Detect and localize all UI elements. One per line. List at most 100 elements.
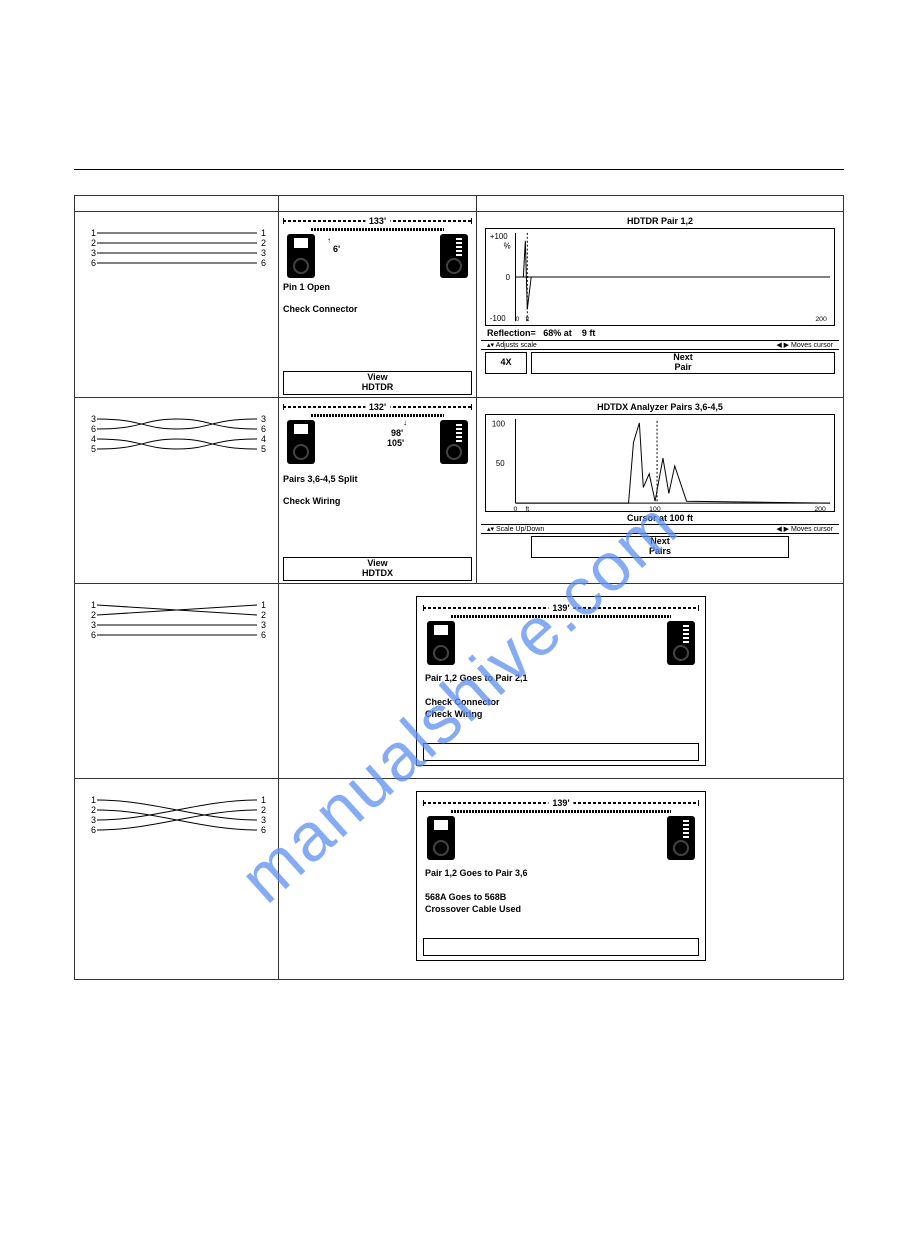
svg-text:100: 100 (492, 420, 506, 429)
distance-label: 133' (365, 216, 390, 226)
wire-diagram: 11 22 33 66 (75, 779, 279, 979)
pin-label: 1 (91, 228, 96, 238)
action-message: Check Wiring (283, 496, 340, 506)
svg-text:200: 200 (814, 506, 826, 511)
svg-text:%: % (504, 242, 511, 251)
hdtdr-chart: +100 % 0 -100 0 ft 200 (485, 228, 835, 326)
fault-message: Pin 1 Open (283, 282, 330, 292)
svg-text:ft: ft (525, 506, 529, 511)
table-header-row (75, 196, 843, 212)
action-message: Check Connector (425, 697, 500, 707)
status-line: Cursor at 100 ft (481, 512, 839, 525)
table-row: 1 1 2 2 3 3 6 6 139' (75, 584, 843, 779)
distance-label: 132' (365, 402, 390, 412)
svg-text:0: 0 (515, 316, 519, 323)
action-message: Check Connector (283, 304, 358, 314)
view-button[interactable]: View HDTDX (283, 557, 472, 581)
empty-button[interactable] (423, 938, 699, 956)
fault-message: Pair 1,2 Goes to Pair 2,1 (425, 673, 528, 683)
svg-text:2: 2 (261, 610, 266, 620)
tester-screen-wide: 139' Pair 1,2 Goes to Pair 2,1 Check Con… (279, 584, 843, 778)
svg-text:-100: -100 (490, 314, 506, 323)
svg-text:5: 5 (261, 444, 266, 454)
svg-text:6: 6 (261, 825, 266, 835)
svg-text:1: 1 (261, 600, 266, 610)
action-message-2: Crossover Cable Used (425, 904, 521, 914)
svg-text:6: 6 (91, 630, 96, 640)
header-rule (74, 60, 844, 170)
remote-icon (440, 234, 468, 278)
chart-title: HDTDX Analyzer Pairs 3,6-4,5 (481, 402, 839, 412)
svg-text:1: 1 (261, 795, 266, 805)
svg-text:3: 3 (261, 248, 266, 258)
y-axis-label: +100 (490, 232, 508, 241)
fault-distance: 98' (391, 428, 403, 438)
svg-text:2: 2 (261, 238, 266, 248)
zoom-button[interactable]: 4X (485, 352, 527, 374)
svg-text:6: 6 (91, 258, 96, 268)
action-message-2: Check Wiring (425, 709, 482, 719)
fault-message: Pairs 3,6-4,5 Split (283, 474, 358, 484)
nav-hints: ▴▾ Adjusts scale◀ ▶ Moves cursor (481, 341, 839, 350)
svg-text:5: 5 (91, 444, 96, 454)
svg-text:6: 6 (261, 424, 266, 434)
svg-text:3: 3 (261, 414, 266, 424)
table-row: 11 22 33 66 139' (75, 779, 843, 979)
table-row: 33 66 44 55 132' ↓ 9 (75, 398, 843, 584)
analyzer-screen: HDTDR Pair 1,2 +100 % 0 -100 0 ft 200 (477, 212, 843, 397)
svg-text:ft: ft (525, 316, 529, 323)
chart-title: HDTDR Pair 1,2 (481, 216, 839, 226)
svg-text:3: 3 (91, 414, 96, 424)
next-pair-button[interactable]: NextPair (531, 352, 835, 374)
distance-label: 139' (548, 603, 573, 613)
svg-text:6: 6 (261, 258, 266, 268)
fault-message: Pair 1,2 Goes to Pair 3,6 (425, 868, 528, 878)
svg-text:4: 4 (91, 434, 96, 444)
svg-text:2: 2 (91, 238, 96, 248)
svg-text:200: 200 (815, 316, 827, 323)
status-line: Reflection= 68% at 9 ft (481, 326, 839, 341)
tester-icon (427, 621, 455, 665)
svg-text:1: 1 (91, 600, 96, 610)
empty-button[interactable] (423, 743, 699, 761)
remote-icon (667, 621, 695, 665)
svg-text:6: 6 (261, 630, 266, 640)
diagram-table: 11 22 33 66 133' ↑ 6' Pin 1 Open Check (74, 195, 844, 980)
tester-screen: 132' ↓ 98' 105' Pairs 3,6-4,5 Split Chec… (279, 398, 477, 583)
svg-text:3: 3 (91, 620, 96, 630)
svg-text:2: 2 (261, 805, 266, 815)
svg-text:3: 3 (91, 248, 96, 258)
tester-screen: 133' ↑ 6' Pin 1 Open Check Connector Vie… (279, 212, 477, 397)
action-message: 568A Goes to 568B (425, 892, 506, 902)
fault-distance-2: 105' (387, 438, 404, 448)
tester-screen-wide: 139' Pair 1,2 Goes to Pair 3,6 568A Goes… (279, 779, 843, 979)
wire-diagram: 1 1 2 2 3 3 6 6 (75, 212, 279, 397)
fault-distance: 6' (333, 244, 340, 254)
svg-text:100: 100 (649, 506, 661, 511)
svg-text:3: 3 (261, 620, 266, 630)
wire-diagram: 3 3 6 6 4 4 5 5 (75, 398, 279, 583)
svg-text:4: 4 (261, 434, 266, 444)
view-button[interactable]: View HDTDR (283, 371, 472, 395)
next-pairs-button[interactable]: NextPairs (531, 536, 789, 558)
wire-diagram: 1 1 2 2 3 3 6 6 (75, 584, 279, 778)
svg-text:50: 50 (496, 459, 505, 468)
svg-text:6: 6 (91, 825, 96, 835)
svg-text:1: 1 (261, 228, 266, 238)
table-row: 11 22 33 66 133' ↑ 6' Pin 1 Open Check (75, 212, 843, 398)
svg-text:0: 0 (506, 273, 511, 282)
analyzer-screen: HDTDX Analyzer Pairs 3,6-4,5 100 50 0 ft… (477, 398, 843, 583)
down-arrow-icon: ↓ (403, 418, 407, 427)
tester-icon (287, 420, 315, 464)
svg-text:6: 6 (91, 424, 96, 434)
svg-text:3: 3 (261, 815, 266, 825)
up-arrow-icon: ↑ (327, 236, 331, 245)
nav-hints: ▴▾ Scale Up/Down◀ ▶ Moves cursor (481, 525, 839, 534)
page: 11 22 33 66 133' ↑ 6' Pin 1 Open Check (74, 60, 844, 980)
remote-icon (440, 420, 468, 464)
svg-text:2: 2 (91, 610, 96, 620)
distance-label: 139' (548, 798, 573, 808)
hdtdx-chart: 100 50 0 ft 100 200 (485, 414, 835, 512)
remote-icon (667, 816, 695, 860)
svg-text:0: 0 (514, 506, 518, 511)
